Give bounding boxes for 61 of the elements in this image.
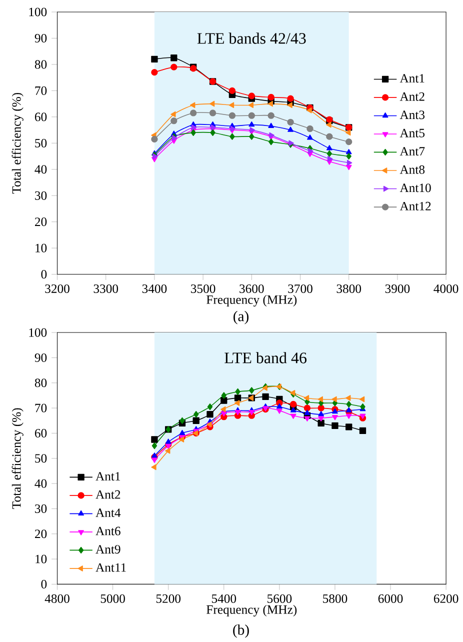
y-tick-label: 60 bbox=[34, 112, 46, 122]
y-tick-label: 40 bbox=[34, 479, 46, 488]
y-tick-label: 80 bbox=[34, 60, 46, 69]
legend-label: Ant3 bbox=[400, 110, 424, 120]
x-tick-label: 5800 bbox=[322, 594, 347, 603]
y-tick-label: 80 bbox=[34, 378, 46, 388]
legend-label: Ant2 bbox=[400, 92, 424, 101]
legend-label: Ant12 bbox=[400, 202, 430, 210]
y-tick-label: 90 bbox=[34, 34, 46, 42]
y-tick-label: 0 bbox=[41, 580, 46, 588]
y-tick-label: 20 bbox=[34, 530, 46, 538]
legend-label: Ant4 bbox=[95, 508, 120, 518]
y-tick-label: 10 bbox=[35, 244, 46, 252]
band-label: LTE bands 42/43 bbox=[197, 32, 306, 44]
y-tick-label: 20 bbox=[34, 218, 46, 226]
legend-label: Ant10 bbox=[400, 184, 431, 192]
legend-label: Ant2 bbox=[95, 490, 120, 499]
x-tick-label: 5200 bbox=[156, 594, 180, 603]
y-tick-label: 60 bbox=[34, 428, 46, 438]
legend-label: Ant11 bbox=[95, 563, 126, 572]
x-tick-label: 3700 bbox=[288, 284, 312, 293]
y-tick-label: 90 bbox=[34, 353, 46, 362]
band-label: LTE band 46 bbox=[224, 352, 306, 364]
y-tick-label: 50 bbox=[35, 454, 46, 463]
x-tick-label: 3600 bbox=[239, 284, 264, 293]
y-tick-label: 70 bbox=[35, 86, 46, 95]
legend-label: Ant8 bbox=[400, 165, 424, 174]
text: (b) bbox=[232, 624, 249, 638]
x-tick-label: 6000 bbox=[378, 594, 403, 603]
text: (a) bbox=[233, 310, 248, 324]
y-tick-label: 30 bbox=[34, 191, 46, 200]
legend-label: Ant7 bbox=[400, 147, 424, 156]
y-tick-label: 40 bbox=[34, 165, 46, 174]
y-axis-title: Total efficiency (%) bbox=[12, 92, 24, 194]
x-tick-label: 3500 bbox=[190, 284, 216, 293]
y-tick-label: 30 bbox=[34, 504, 46, 513]
x-tick-label: 5400 bbox=[212, 594, 236, 603]
x-axis-title: Frequency (MHz) bbox=[206, 295, 296, 307]
y-tick-label: 0 bbox=[41, 270, 46, 279]
y-tick-label: 50 bbox=[35, 138, 46, 148]
x-tick-label: 3900 bbox=[385, 284, 410, 293]
y-tick-label: 100 bbox=[29, 328, 46, 337]
x-tick-label: 4000 bbox=[433, 284, 458, 293]
y-tick-label: 70 bbox=[35, 404, 46, 412]
x-tick-label: 5600 bbox=[267, 594, 292, 603]
x-axis-title: Frequency (MHz) bbox=[206, 604, 296, 616]
legend-label: Ant1 bbox=[95, 472, 120, 481]
y-tick-label: 100 bbox=[29, 8, 46, 16]
y-tick-label: 10 bbox=[35, 554, 46, 564]
x-tick-label: 3200 bbox=[45, 284, 70, 293]
x-tick-label: 6200 bbox=[434, 594, 458, 603]
x-tick-label: 3300 bbox=[94, 284, 118, 293]
legend-label: Ant5 bbox=[400, 128, 424, 138]
x-tick-label: 4800 bbox=[44, 594, 70, 603]
x-tick-label: 3800 bbox=[336, 284, 361, 293]
legend-label: Ant9 bbox=[95, 545, 120, 554]
legend-label: Ant1 bbox=[400, 74, 424, 83]
x-tick-label: 3400 bbox=[142, 284, 166, 293]
x-tick-label: 5000 bbox=[100, 594, 125, 603]
legend-label: Ant6 bbox=[95, 526, 120, 536]
y-axis-title: Total efficiency (%) bbox=[12, 408, 24, 509]
